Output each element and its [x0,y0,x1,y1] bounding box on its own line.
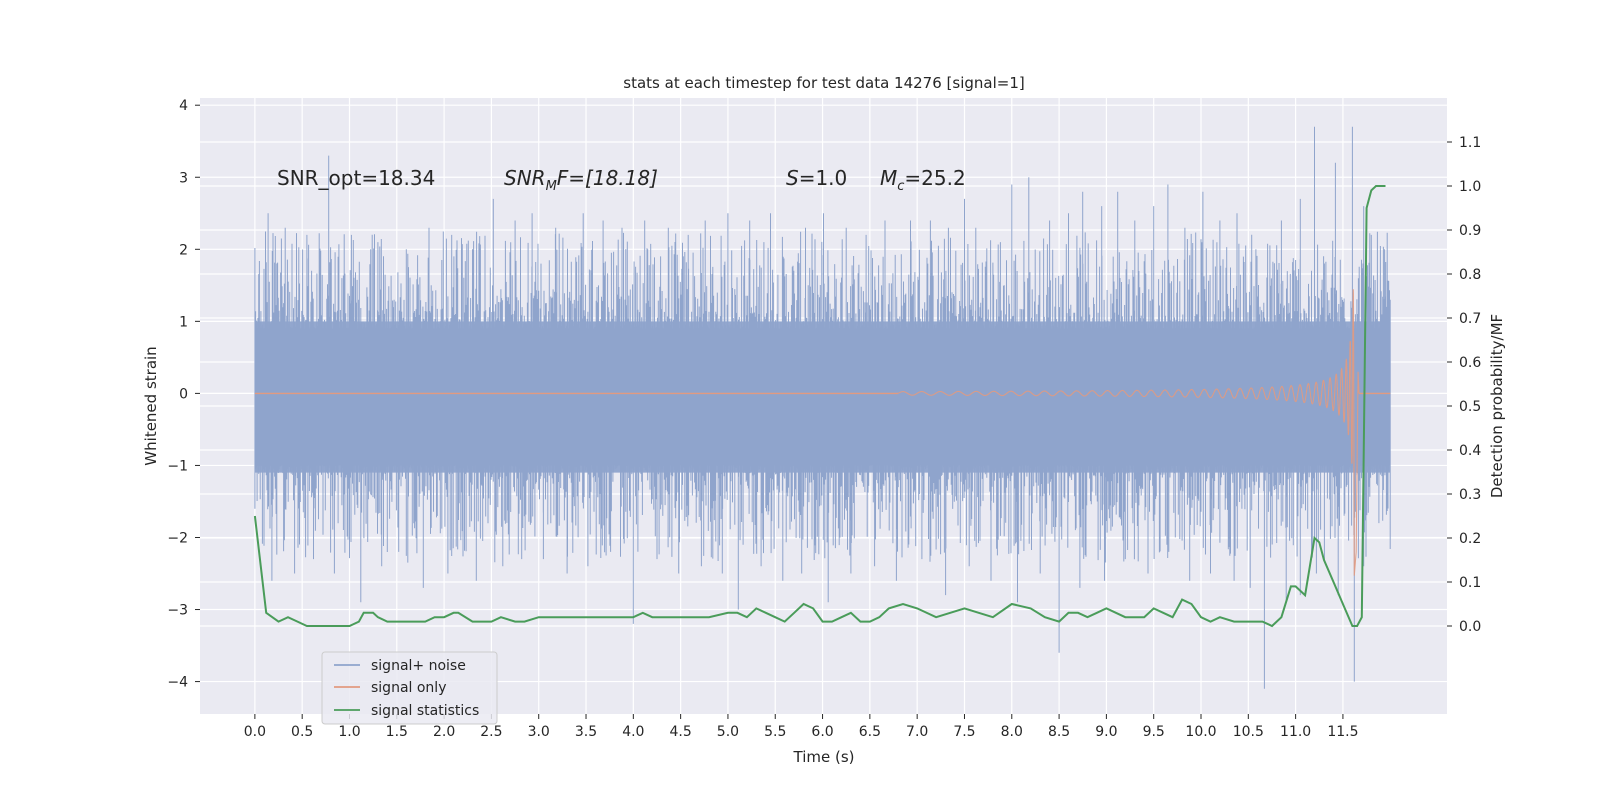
x-tick-label: 1.5 [386,724,408,740]
x-tick-label: 10.5 [1233,724,1264,740]
legend-label-signal-only: signal only [371,680,446,696]
legend: signal+ noise signal only signal statist… [321,651,498,725]
y2-tick-label: 0.6 [1459,355,1481,371]
snr-mf-value: F=[18.18] [557,166,658,190]
x-tick-label: 10.0 [1185,724,1216,740]
x-tick-label: 4.5 [670,724,692,740]
legend-label-signal-statistics: signal statistics [371,703,479,719]
x-tick-label: 2.0 [433,724,455,740]
y-tick-label: 1 [179,314,188,330]
annotation-s: S=1.0 [786,166,847,190]
y2-axis-ticks: 1.1 1.0 0.9 0.8 0.7 0.6 0.5 0.4 0.3 0.2 0.1 0.0 [1447,135,1481,635]
snr-mf-symbol: SNR [504,166,546,190]
snr-mf-subscript: M [546,179,557,194]
x-tick-label: 5.0 [717,724,739,740]
y-axis-label: Whitened strain [142,346,160,465]
mc-subscript: c [897,179,904,194]
x-tick-label: 9.5 [1143,724,1165,740]
x-tick-label: 2.5 [480,724,502,740]
x-tick-label: 11.0 [1280,724,1311,740]
signal-only-chirp [897,289,1360,576]
s-value: =1.0 [799,166,848,190]
s-symbol: S [786,166,799,190]
y2-tick-label: 0.9 [1459,223,1481,239]
legend-label-signal-noise: signal+ noise [371,658,466,674]
y-axis-ticks: 4 3 2 1 0 −1 −2 −3 −4 [167,98,200,691]
x-tick-label: 0.0 [244,724,266,740]
annotation-mc: Mc=25.2 [880,166,966,194]
mc-value: =25.2 [904,166,965,190]
signal-statistics-line [253,185,1386,628]
x-tick-label: 7.0 [906,724,928,740]
y-tick-label: −4 [167,675,188,691]
annotation-snr-opt: SNR_opt=18.34 [277,166,435,190]
y2-tick-label: 0.2 [1459,531,1481,547]
y2-axis-label: Detection probability/MF [1488,314,1506,498]
y2-tick-label: 0.4 [1459,443,1481,459]
x-tick-label: 5.5 [764,724,786,740]
x-tick-label: 1.0 [338,724,360,740]
y-tick-label: 4 [179,98,188,114]
y-tick-label: −2 [167,530,188,546]
y-tick-label: −1 [167,458,188,474]
legend-box [321,651,498,725]
x-tick-label: 6.0 [811,724,833,740]
y2-tick-label: 0.3 [1459,487,1481,503]
x-tick-label: 8.5 [1048,724,1070,740]
x-tick-label: 9.0 [1095,724,1117,740]
x-tick-label: 3.5 [575,724,597,740]
y2-tick-label: 0.8 [1459,267,1481,283]
x-tick-label: 11.5 [1327,724,1358,740]
annotation-snr-mf: SNRMF=[18.18] [504,166,658,194]
x-tick-label: 3.0 [528,724,550,740]
y2-tick-label: 0.7 [1459,311,1481,327]
x-tick-label: 4.0 [622,724,644,740]
y2-tick-label: 1.1 [1459,135,1481,151]
y2-tick-label: 0.0 [1459,619,1481,635]
x-axis-label: Time (s) [793,748,855,766]
x-tick-label: 0.5 [291,724,313,740]
y-tick-label: −3 [167,603,188,619]
y-tick-label: 0 [179,386,188,402]
y-tick-label: 2 [179,242,188,258]
y-tick-label: 3 [179,170,188,186]
x-axis-ticks: 0.0 0.5 1.0 1.5 2.0 2.5 3.0 3.5 4.0 4.5 5.0 5.5 6.0 6… [244,714,1359,740]
y2-tick-label: 0.5 [1459,399,1481,415]
mc-symbol: M [880,166,897,190]
x-tick-label: 6.5 [859,724,881,740]
x-tick-label: 8.0 [1001,724,1023,740]
x-tick-label: 7.5 [953,724,975,740]
chart-title: stats at each timestep for test data 142… [623,74,1024,92]
y2-tick-label: 1.0 [1459,179,1481,195]
y2-tick-label: 0.1 [1459,575,1481,591]
series-signal-statistics [253,185,1386,628]
